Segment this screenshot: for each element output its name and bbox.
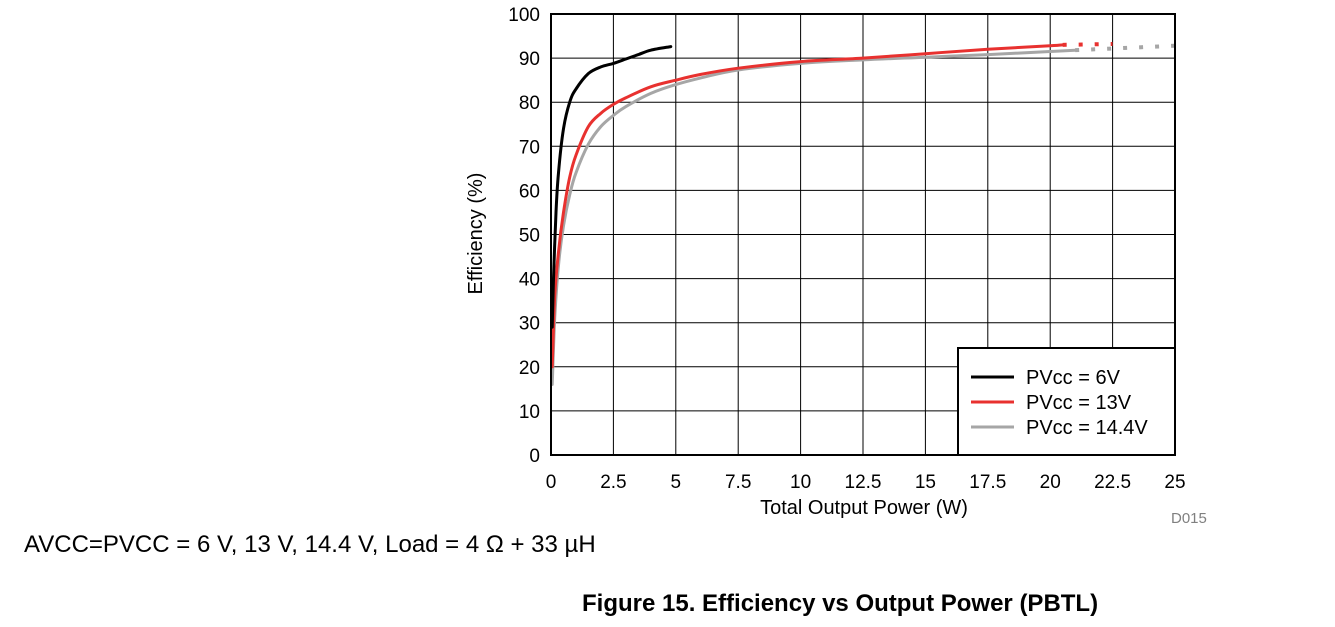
x-tick-label: 5 bbox=[671, 472, 682, 493]
series-line-pvcc-14-4v bbox=[550, 48, 1077, 386]
x-tick-label: 0 bbox=[546, 472, 557, 493]
y-tick-label: 10 bbox=[519, 402, 540, 423]
y-tick-label: 100 bbox=[508, 5, 540, 26]
legend-label: PVcc = 13V bbox=[1026, 392, 1132, 414]
x-tick-label: 22.5 bbox=[1094, 472, 1131, 493]
x-tick-label: 7.5 bbox=[725, 472, 751, 493]
x-tick-label: 20 bbox=[1040, 472, 1061, 493]
legend: PVcc = 6V PVcc = 13V PVcc = 14.4V bbox=[957, 347, 1176, 456]
y-tick-label: 90 bbox=[519, 49, 540, 70]
x-tick-label: 15 bbox=[915, 472, 936, 493]
y-axis-label: Efficiency (%) bbox=[465, 173, 487, 295]
series-lines bbox=[550, 41, 1176, 386]
legend-label: PVcc = 14.4V bbox=[1026, 417, 1148, 439]
y-tick-label: 70 bbox=[519, 137, 540, 158]
test-conditions: AVCC=PVCC = 6 V, 13 V, 14.4 V, Load = 4 … bbox=[24, 531, 596, 558]
series-extension-pvcc-13v bbox=[1062, 41, 1113, 47]
legend-label: PVcc = 6V bbox=[1026, 367, 1121, 389]
x-tick-label: 2.5 bbox=[600, 472, 626, 493]
y-tick-label: 30 bbox=[519, 314, 540, 335]
y-tick-label: 20 bbox=[519, 358, 540, 379]
y-tick-label: 60 bbox=[519, 181, 540, 202]
y-tick-label: 0 bbox=[529, 446, 540, 467]
y-tick-label: 40 bbox=[519, 270, 540, 291]
series-line-pvcc-6v bbox=[550, 45, 673, 329]
figure-id: D015 bbox=[1171, 510, 1207, 527]
plot-border bbox=[550, 13, 1176, 456]
y-tick-label: 80 bbox=[519, 93, 540, 114]
x-tick-label: 10 bbox=[790, 472, 811, 493]
tick-labels: 0 2.5 5 7.5 10 12.5 15 17.5 20 22.5 25 0 10 20 30 40 50 6… bbox=[508, 5, 1185, 493]
series-extension-pvcc-14-4v bbox=[1075, 43, 1176, 53]
x-tick-label: 12.5 bbox=[845, 472, 882, 493]
y-tick-label: 50 bbox=[519, 226, 540, 247]
x-tick-label: 25 bbox=[1164, 472, 1185, 493]
x-tick-label: 17.5 bbox=[969, 472, 1006, 493]
x-axis-label: Total Output Power (W) bbox=[760, 497, 968, 519]
figure-caption: Figure 15. Efficiency vs Output Power (P… bbox=[582, 590, 1099, 617]
series-line-pvcc-13v bbox=[550, 43, 1065, 369]
